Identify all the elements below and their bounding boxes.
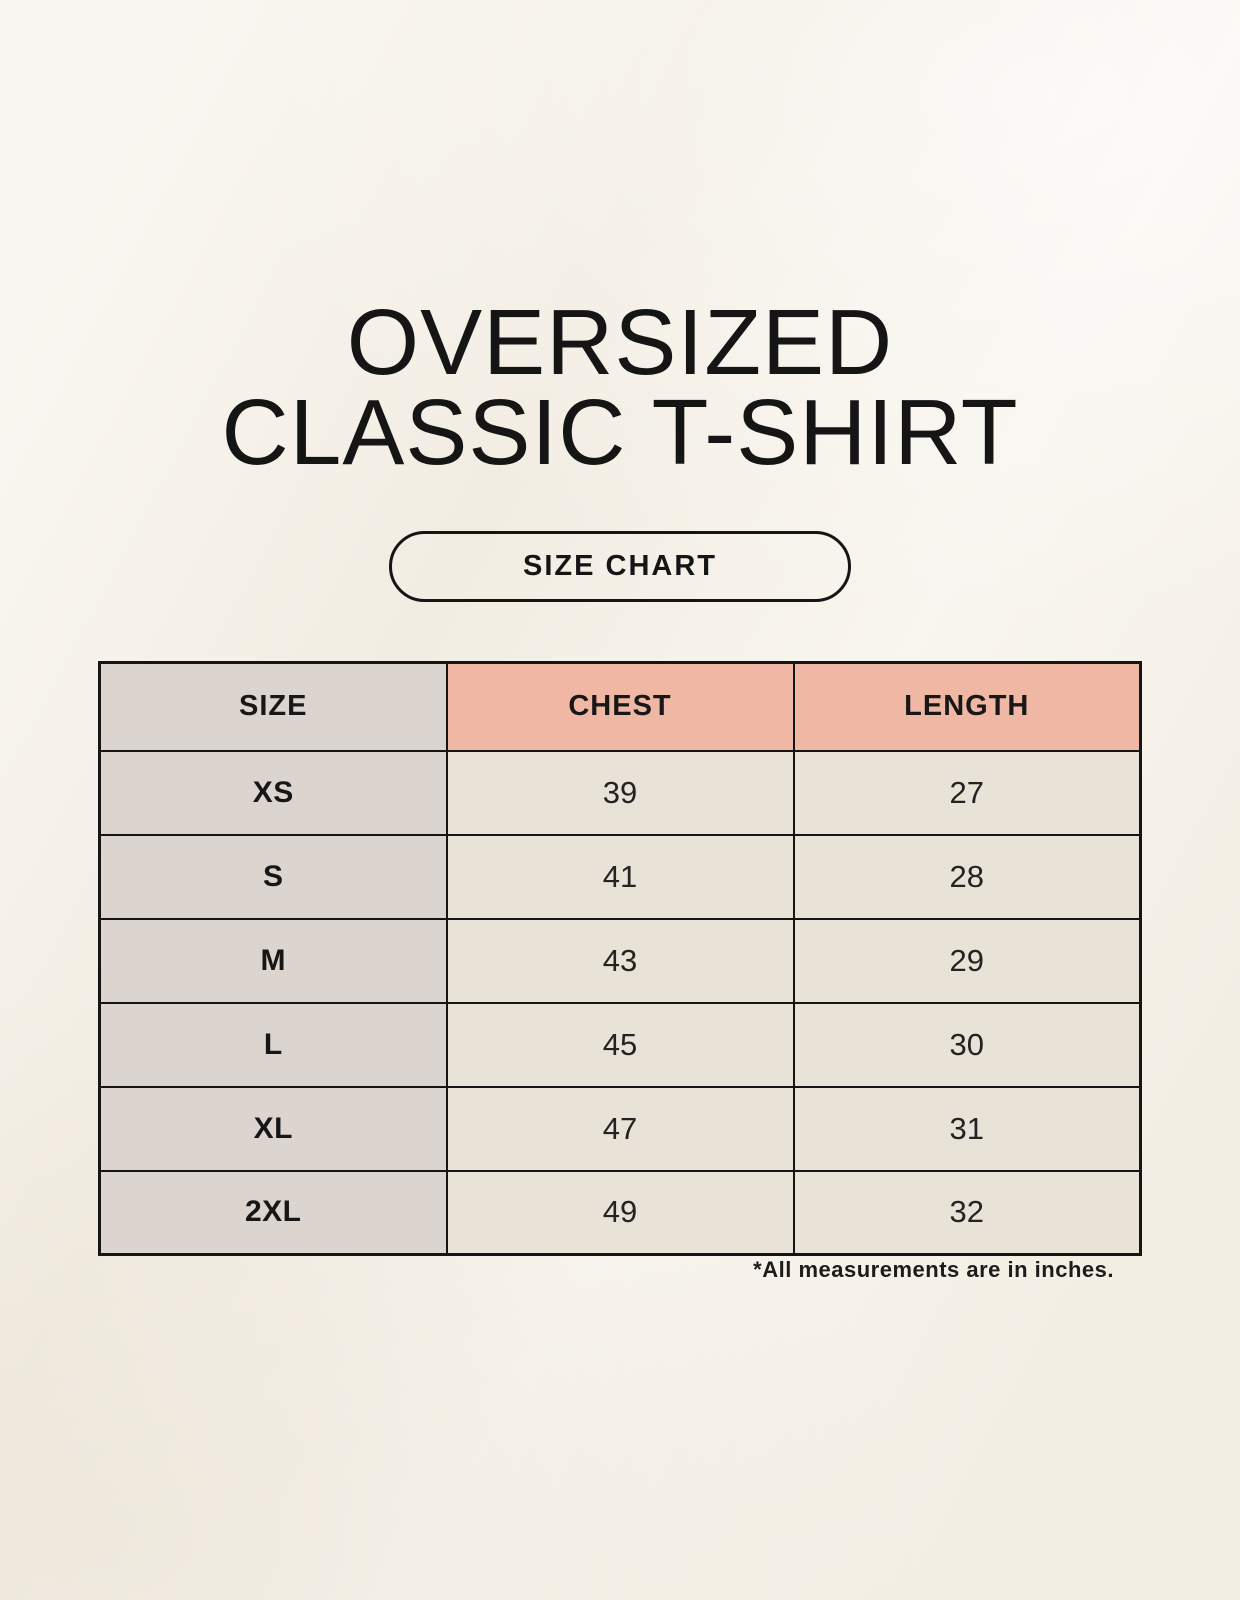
product-title-line-2: CLASSIC T-SHIRT xyxy=(221,380,1019,484)
size-label-cell: L xyxy=(98,1001,448,1088)
size-chart-button-label: SIZE CHART xyxy=(523,550,717,582)
size-label-cell: S xyxy=(98,833,448,920)
length-value-cell: 30 xyxy=(792,1001,1142,1088)
chest-value-cell: 39 xyxy=(445,749,795,836)
length-value-cell: 32 xyxy=(792,1169,1142,1256)
table-row: 2XL 49 32 xyxy=(98,1169,1142,1256)
size-label-cell: XS xyxy=(98,749,448,836)
chest-value-cell: 49 xyxy=(445,1169,795,1256)
length-value-cell: 31 xyxy=(792,1085,1142,1172)
table-row: XS 39 27 xyxy=(98,749,1142,836)
product-title: OVERSIZED CLASSIC T-SHIRT xyxy=(0,290,1240,484)
size-label-cell: 2XL xyxy=(98,1169,448,1256)
column-header-length: LENGTH xyxy=(792,661,1142,752)
table-row: L 45 30 xyxy=(98,1001,1142,1088)
product-title-line-1: OVERSIZED xyxy=(346,290,894,394)
length-value-cell: 27 xyxy=(792,749,1142,836)
length-value-cell: 28 xyxy=(792,833,1142,920)
length-value-cell: 29 xyxy=(792,917,1142,1004)
size-label-cell: M xyxy=(98,917,448,1004)
table-row: S 41 28 xyxy=(98,833,1142,920)
column-header-chest: CHEST xyxy=(445,661,795,752)
chest-value-cell: 45 xyxy=(445,1001,795,1088)
column-header-size: SIZE xyxy=(98,661,448,752)
table-row: XL 47 31 xyxy=(98,1085,1142,1172)
size-label-cell: XL xyxy=(98,1085,448,1172)
size-chart-table: SIZE CHEST LENGTH XS 39 27 S 41 28 M 43 … xyxy=(98,661,1142,1256)
size-chart-button[interactable]: SIZE CHART xyxy=(389,531,851,602)
chest-value-cell: 41 xyxy=(445,833,795,920)
table-header-row: SIZE CHEST LENGTH xyxy=(98,661,1142,752)
chest-value-cell: 47 xyxy=(445,1085,795,1172)
table-row: M 43 29 xyxy=(98,917,1142,1004)
chest-value-cell: 43 xyxy=(445,917,795,1004)
measurements-footnote: *All measurements are in inches. xyxy=(753,1257,1114,1282)
